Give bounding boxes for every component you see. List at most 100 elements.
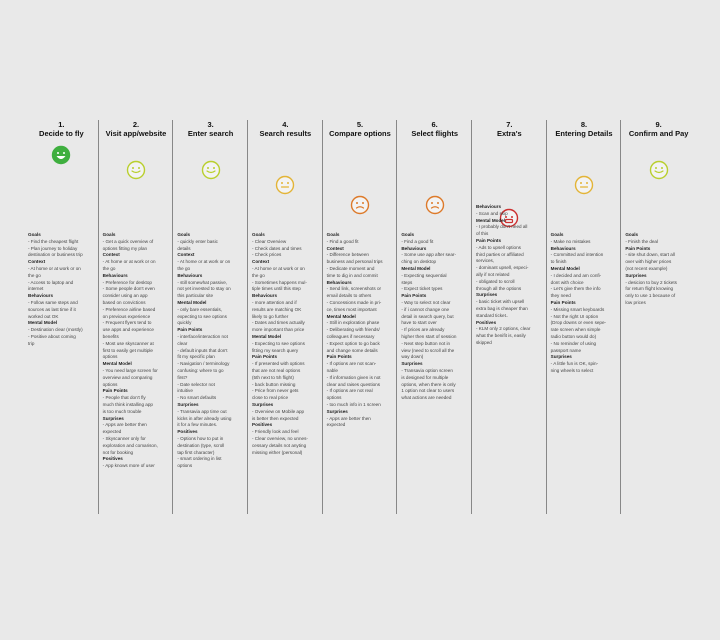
notes-line: low prices bbox=[625, 299, 646, 305]
notes-heading: Pain Points bbox=[252, 354, 278, 360]
notes-line: - If options are not scan- bbox=[326, 361, 377, 367]
mood-face-icon bbox=[201, 160, 221, 185]
notes-line: options fitting my plan bbox=[102, 245, 148, 251]
notes-line: services, bbox=[476, 258, 495, 264]
notes-heading: Behaviours bbox=[102, 272, 128, 278]
notes-line: - People that don't fly bbox=[102, 395, 146, 401]
notes-line: expected bbox=[326, 422, 346, 428]
notes-line: business and personal trips bbox=[326, 259, 383, 265]
mood-face-icon bbox=[425, 195, 445, 220]
notes-line: - Most use skyscanner at bbox=[102, 340, 154, 346]
notes-line: ning wheels to select bbox=[550, 367, 594, 373]
notes-line: - Find a good fit bbox=[326, 238, 359, 244]
notes-heading: Positives bbox=[102, 456, 123, 462]
notes-heading: Context bbox=[102, 252, 120, 258]
notes-line: - Price from never gets bbox=[252, 388, 299, 394]
notes-line: based on convictions bbox=[102, 299, 146, 305]
notes-line: - Ads to upsell options bbox=[476, 244, 521, 250]
mood-face-icon bbox=[649, 160, 669, 185]
notes-line: - only bare essentials, bbox=[177, 306, 223, 312]
notes-line: over with higher prices bbox=[625, 259, 672, 265]
notes-line: - Expect ticket types bbox=[401, 286, 443, 292]
step-header: 2. Visit app/website bbox=[99, 120, 174, 138]
notes-heading: Mental Model bbox=[326, 313, 356, 319]
notes-line: - KLM only 2 options, clear bbox=[476, 326, 531, 332]
notes-line: - Transavia option screen bbox=[401, 367, 453, 373]
journey-step: 8. Entering Details Goals - Make no mistake… bbox=[547, 120, 622, 514]
notes-heading: Mental Model bbox=[550, 265, 580, 271]
notes-line: - You need large screen for bbox=[102, 367, 158, 373]
step-header: 1. Decide to fly bbox=[24, 120, 99, 138]
mood-face-icon bbox=[574, 175, 594, 200]
column-divider bbox=[470, 120, 472, 514]
notes-line: - Finish the deal bbox=[625, 238, 659, 244]
notes-line: - Check prices bbox=[252, 252, 282, 258]
journey-step: 6. Select flights Goals - Find a good fit Be… bbox=[397, 120, 472, 514]
notes-line: email details to others bbox=[326, 293, 372, 299]
notes-line: higher then start of session bbox=[401, 333, 457, 339]
notes-line: clear bbox=[177, 340, 188, 346]
notes-heading: Goals bbox=[326, 232, 340, 237]
notes-line: - Concessions made in pri- bbox=[326, 299, 382, 305]
notes-line: missing either (personal) bbox=[252, 449, 303, 455]
notes-heading: Goals bbox=[550, 232, 564, 237]
notes-heading: Goals bbox=[401, 232, 415, 237]
journey-step: 3. Enter search Goals - quickly enter basic… bbox=[173, 120, 248, 514]
notes-line: (not recent example) bbox=[625, 265, 668, 271]
notes-line: - Clear overview, no unnes- bbox=[252, 435, 308, 441]
notes-line: - Find a good fit bbox=[401, 238, 434, 244]
notes-heading: Context bbox=[326, 245, 344, 251]
notes-line: details bbox=[177, 245, 191, 251]
step-header: 5. Compare options bbox=[323, 120, 398, 138]
notes-line: is better then expected bbox=[252, 415, 299, 421]
step-title: Extra's bbox=[496, 129, 522, 138]
notes-line: what the benifit is, easily bbox=[476, 333, 526, 339]
notes-line: sources as last time if it bbox=[28, 306, 76, 312]
notes-heading: Positives bbox=[252, 422, 273, 428]
notes-line: - dominant upsell, especi- bbox=[476, 265, 529, 271]
notes-heading: Goals bbox=[177, 232, 191, 237]
notes-line: - back button missing bbox=[252, 381, 296, 387]
notes-line: - App knows more of user bbox=[102, 463, 155, 469]
notes-line: ally if not related bbox=[476, 271, 510, 277]
notes-heading: Mental Model bbox=[28, 320, 58, 326]
notes-line: - Make no mistakes bbox=[550, 238, 591, 244]
notes-line: - Still in exploration phase bbox=[326, 320, 380, 326]
notes-line: - smart ordering in list bbox=[177, 456, 222, 462]
notes-heading: Context bbox=[28, 259, 46, 265]
notes-line: - A little fun is OK, spin- bbox=[550, 361, 599, 367]
notes-line: rate screen when simple bbox=[550, 327, 601, 333]
journey-step: 5. Compare options Goals - Find a good fit C… bbox=[323, 120, 398, 514]
notes-line: - Expecting to see options bbox=[252, 340, 305, 346]
notes-line: standard ticket.. bbox=[476, 312, 509, 318]
notes-line: - Committed and intention bbox=[550, 252, 604, 258]
column-divider bbox=[321, 120, 323, 514]
notes-line: options bbox=[177, 463, 193, 469]
step-notes: Goals - Finish the deal Pain Points - site … bbox=[625, 232, 692, 307]
step-number: 8. bbox=[580, 120, 588, 129]
notes-line: - Get a quick overview of bbox=[102, 238, 154, 244]
notes-line: - Sometimes happens mul- bbox=[252, 279, 307, 285]
notes-line: on previous experience bbox=[102, 313, 151, 319]
notes-line: dont with choice bbox=[550, 279, 584, 285]
notes-heading: Positives bbox=[476, 319, 497, 325]
notes-line: - more attention and if bbox=[252, 299, 297, 305]
notes-line: - Next step button not in bbox=[401, 340, 451, 346]
step-header: 3. Enter search bbox=[173, 120, 248, 138]
notes-heading: Mental Model bbox=[252, 333, 282, 339]
notes-line: - If prices are already bbox=[401, 327, 445, 333]
notes-line: - Find the cheapest flight bbox=[28, 238, 79, 244]
journey-step: 4. Search results Goals - Clear Overview - C… bbox=[248, 120, 323, 514]
column-divider bbox=[396, 120, 398, 514]
notes-heading: Positives bbox=[177, 429, 198, 435]
step-notes: Goals - quickly enter basic details Context… bbox=[177, 232, 244, 470]
notes-line: radio button would do) bbox=[550, 333, 597, 339]
notes-line: - Expect option to go back bbox=[326, 340, 380, 346]
notes-line: - Positive about coming bbox=[28, 333, 76, 339]
journey-step: 2. Visit app/website Goals - Get a quick ov… bbox=[99, 120, 174, 514]
notes-heading: Pain Points bbox=[177, 327, 203, 333]
step-header: 4. Search results bbox=[248, 120, 323, 138]
notes-line: options bbox=[102, 381, 118, 387]
notes-line: destination or business trip bbox=[28, 252, 83, 258]
notes-line: detail in search query, but bbox=[401, 313, 454, 319]
